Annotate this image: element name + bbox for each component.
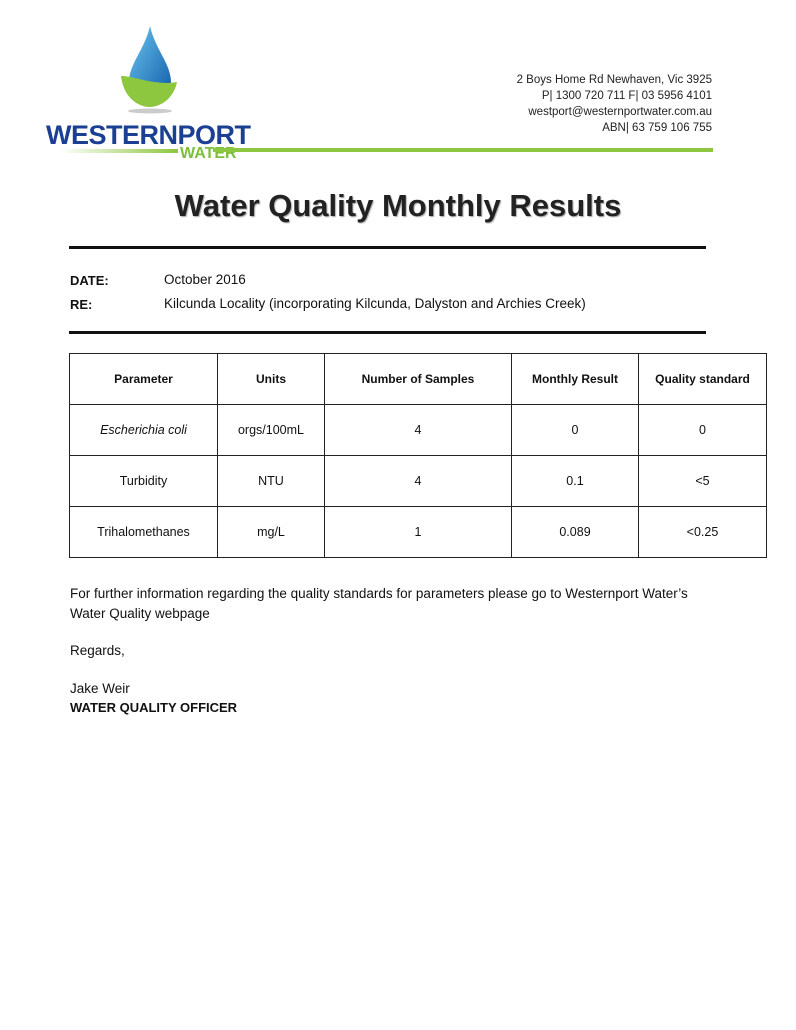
page-title: Water Quality Monthly Results <box>174 188 622 223</box>
header-samples: Number of Samples <box>324 353 512 405</box>
cell-samples: 4 <box>324 455 512 507</box>
table-row: Trihalomethanes mg/L 1 0.089 <0.25 <box>69 506 767 558</box>
re-value: Kilcunda Locality (incorporating Kilcund… <box>164 296 586 311</box>
info-paragraph: For further information regarding the qu… <box>70 586 688 621</box>
signatory-role: WATER QUALITY OFFICER <box>70 700 238 715</box>
cell-parameter: Trihalomethanes <box>69 506 218 558</box>
cell-units: NTU <box>217 455 325 507</box>
table-row: Escherichia coli orgs/100mL 4 0 0 <box>69 404 767 456</box>
abn: ABN| 63 759 106 755 <box>602 122 712 134</box>
cell-result: 0 <box>511 404 639 456</box>
contact-block: 2 Boys Home Rd Newhaven, Vic 3925 P| 130… <box>517 72 712 136</box>
cell-standard: 0 <box>638 404 767 456</box>
date-value: October 2016 <box>164 272 246 287</box>
cell-result: 0.1 <box>511 455 639 507</box>
header-green-rule <box>213 148 713 152</box>
header-standard: Quality standard <box>638 353 767 405</box>
regards: Regards, <box>70 643 125 658</box>
water-drop-logo-icon <box>121 26 177 114</box>
phone-fax: P| 1300 720 711 F| 03 5956 4101 <box>541 90 712 102</box>
address: 2 Boys Home Rd Newhaven, Vic 3925 <box>516 74 712 86</box>
results-table: Parameter Units Number of Samples Monthl… <box>69 353 767 558</box>
header-result: Monthly Result <box>511 353 639 405</box>
cell-samples: 4 <box>324 404 512 456</box>
cell-units: mg/L <box>217 506 325 558</box>
logo-green-fade <box>60 149 178 153</box>
signatory-name: Jake Weir <box>70 681 130 696</box>
header-units: Units <box>217 353 325 405</box>
cell-parameter: Turbidity <box>69 455 218 507</box>
divider <box>69 331 706 334</box>
cell-samples: 1 <box>324 506 512 558</box>
email: westport@westernportwater.com.au <box>528 106 712 118</box>
cell-standard: <5 <box>638 455 767 507</box>
cell-parameter: Escherichia coli <box>69 404 218 456</box>
cell-standard: <0.25 <box>638 506 767 558</box>
logo-wordmark: WESTERNPORT <box>46 120 251 150</box>
divider <box>69 246 706 249</box>
table-row: Turbidity NTU 4 0.1 <5 <box>69 455 767 507</box>
cell-result: 0.089 <box>511 506 639 558</box>
date-label: DATE: <box>70 273 109 288</box>
table-header-row: Parameter Units Number of Samples Monthl… <box>69 353 767 405</box>
header-parameter: Parameter <box>69 353 218 405</box>
cell-units: orgs/100mL <box>217 404 325 456</box>
re-label: RE: <box>70 297 93 312</box>
